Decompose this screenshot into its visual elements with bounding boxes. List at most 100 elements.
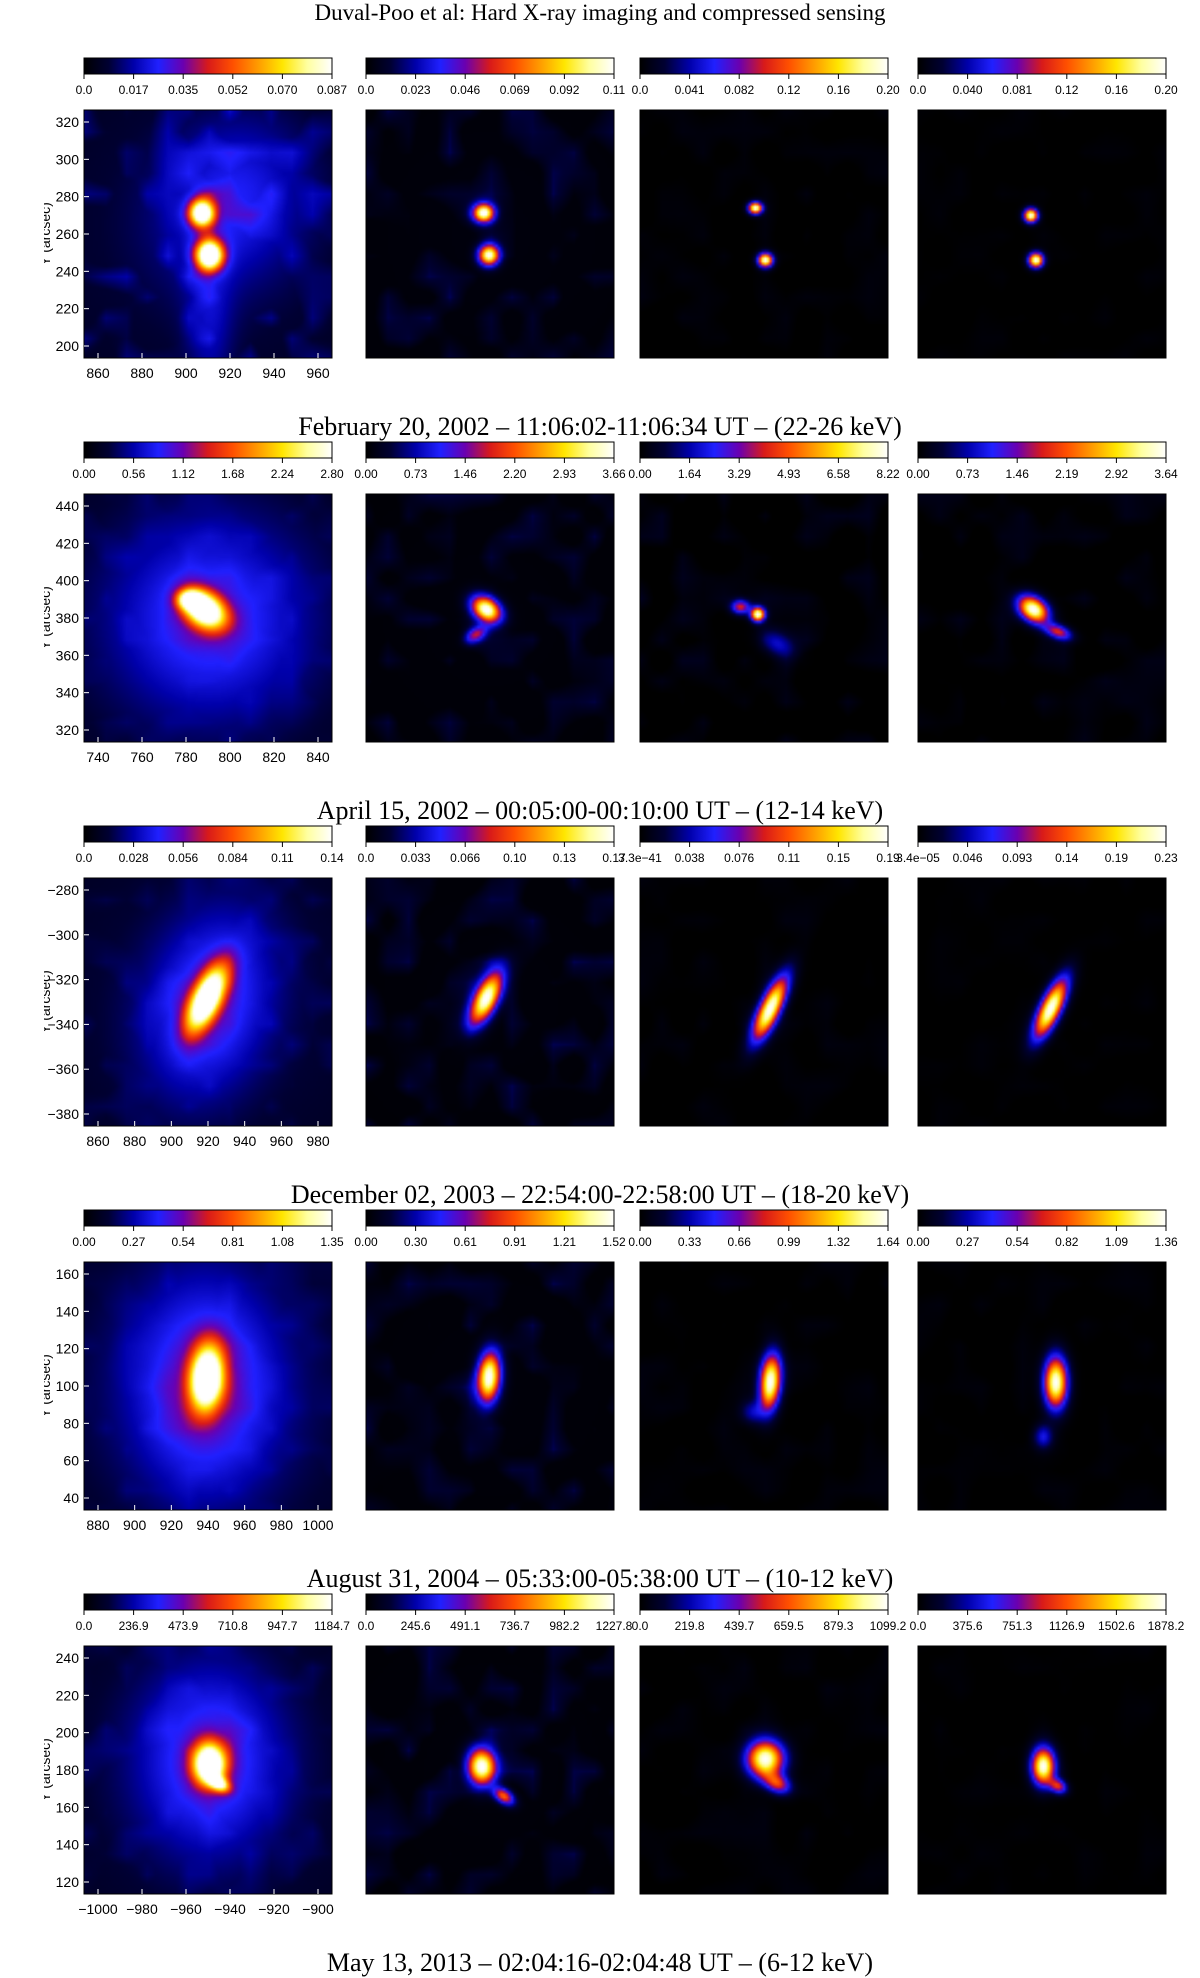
hxr-image [84, 1646, 332, 1894]
colorbar-tick-label: 3.29 [728, 467, 752, 481]
figure-row: 0.0 236.9 473.9 710.8 947.7 1184.7 240 220 200 18… [0, 1584, 1200, 1977]
panel: 0.0 0.033 0.066 0.10 0.13 0.17 [358, 825, 626, 1127]
x-tick-label: 980 [270, 1517, 294, 1533]
colorbar-tick-label: 0.00 [906, 467, 930, 481]
image-frame [365, 1645, 615, 1895]
panel: 0.00 0.33 0.66 0.99 1.32 1.64 [628, 1209, 900, 1511]
event-caption: August 31, 2004 – 05:33:00-05:38:00 UT –… [306, 1564, 894, 1593]
colorbar-tick-label: 0.23 [1154, 851, 1178, 865]
y-tick-label: 220 [56, 301, 80, 317]
y-tick-label: 340 [56, 685, 80, 701]
y-tick-label: 200 [56, 1725, 80, 1741]
x-tick-label: 940 [233, 1133, 257, 1149]
colorbar-tick-label: 879.3 [823, 1619, 853, 1633]
colorbar [83, 825, 333, 843]
colorbar-tick-label: 0.99 [777, 1235, 801, 1249]
image-frame [917, 1645, 1167, 1895]
colorbar-tick-label: 0.00 [72, 1235, 96, 1249]
colorbar-tick-label: 0.27 [122, 1235, 146, 1249]
event-caption: February 20, 2002 – 11:06:02-11:06:34 UT… [298, 412, 902, 441]
colorbar-tick-label: 0.11 [778, 851, 801, 865]
figure-row: 0.0 0.028 0.056 0.084 0.11 0.14 −280 −300 −320 −3… [0, 816, 1200, 1209]
colorbar-tick-label: 0.0 [358, 83, 375, 97]
colorbar-tick-label: 0.56 [122, 467, 146, 481]
y-axis-label: Y (arcsec) [44, 1738, 53, 1802]
panel: 0.00 0.56 1.12 1.68 2.24 2.80 440 420 400 380 360 3… [44, 441, 344, 772]
x-tick-label: 920 [196, 1133, 220, 1149]
y-tick-label: 320 [56, 722, 80, 738]
colorbar-tick-label: 1.32 [827, 1235, 851, 1249]
colorbar-tick-label: 0.0 [632, 1619, 649, 1633]
colorbar-tick-label: 0.33 [678, 1235, 702, 1249]
image-frame [917, 1261, 1167, 1511]
colorbar-tick-label: 3.64 [1154, 467, 1178, 481]
colorbar-tick-label: 0.033 [401, 851, 431, 865]
x-tick-label: −920 [258, 1901, 290, 1917]
colorbar [917, 441, 1167, 459]
x-axis-label: X (arcsec) [139, 769, 203, 772]
x-tick-label: 860 [86, 365, 110, 381]
image-frame [365, 1261, 615, 1511]
panel: 0.0 219.8 439.7 659.5 879.3 1099.2 [632, 1593, 907, 1895]
y-tick-label: 120 [56, 1874, 80, 1890]
hxr-image [918, 110, 1166, 358]
y-tick-label: 80 [63, 1415, 79, 1431]
colorbar-tick-label: 0.00 [72, 467, 96, 481]
hxr-image [84, 494, 332, 742]
panel: 0.00 0.73 1.46 2.20 2.93 3.66 [354, 441, 626, 743]
hxr-image [84, 878, 332, 1126]
x-tick-label: 960 [233, 1517, 257, 1533]
x-tick-label: −1000 [78, 1901, 118, 1917]
colorbar-tick-label: 1.36 [1154, 1235, 1178, 1249]
colorbar-tick-label: 8.22 [876, 467, 900, 481]
colorbar-tick-label: 1.46 [1006, 467, 1030, 481]
colorbar-tick-label: 0.046 [450, 83, 480, 97]
panel: 0.0 0.041 0.082 0.12 0.16 0.20 [632, 57, 900, 359]
y-axis-label: Y (arcsec) [44, 1354, 53, 1418]
colorbar [83, 441, 333, 459]
colorbar-tick-label: 0.076 [724, 851, 754, 865]
image-frame [639, 109, 889, 359]
colorbar-tick-label: 1.09 [1105, 1235, 1129, 1249]
x-tick-label: −980 [126, 1901, 158, 1917]
panel: 0.00 0.27 0.54 0.81 1.08 1.35 160 140 120 100 80 60… [44, 1209, 344, 1540]
x-tick-label: 860 [86, 1133, 110, 1149]
y-tick-label: 440 [56, 498, 80, 514]
hxr-image [366, 1262, 614, 1510]
colorbar-tick-label: 1.64 [678, 467, 702, 481]
x-axis-label: X (arcsec) [139, 1921, 203, 1924]
colorbar-tick-label: 2.80 [320, 467, 344, 481]
y-tick-label: 300 [56, 151, 80, 167]
hxr-image [366, 110, 614, 358]
x-tick-label: 880 [130, 365, 154, 381]
colorbar [365, 57, 615, 75]
colorbar-tick-label: 6.58 [827, 467, 851, 481]
y-tick-label: −320 [47, 972, 79, 988]
colorbar-tick-label: 0.73 [956, 467, 980, 481]
hxr-image [84, 1262, 332, 1510]
x-tick-label: −940 [214, 1901, 246, 1917]
colorbar-tick-label: 1.12 [172, 467, 196, 481]
y-tick-label: 180 [56, 1762, 80, 1778]
image-frame [639, 877, 889, 1127]
colorbar-tick-label: 1126.9 [1049, 1619, 1085, 1633]
colorbar-tick-label: 0.041 [675, 83, 705, 97]
page-header: Duval-Poo et al: Hard X-ray imaging and … [314, 0, 886, 25]
y-tick-label: −300 [47, 927, 79, 943]
colorbar-tick-label: 2.92 [1105, 467, 1129, 481]
hxr-image [918, 1262, 1166, 1510]
colorbar-tick-label: 2.19 [1055, 467, 1079, 481]
y-tick-label: 200 [56, 338, 80, 354]
hxr-image [366, 1646, 614, 1894]
colorbar-tick-label: 1.64 [876, 1235, 900, 1249]
hxr-image [640, 494, 888, 742]
colorbar-tick-label: 0.30 [404, 1235, 428, 1249]
y-tick-label: 160 [56, 1266, 80, 1282]
colorbar [365, 1209, 615, 1227]
colorbar-tick-label: 0.0 [358, 851, 375, 865]
panel: 0.0 236.9 473.9 710.8 947.7 1184.7 240 220 200 18… [44, 1593, 350, 1924]
colorbar-tick-label: 0.0 [632, 83, 649, 97]
colorbar-tick-label: 0.00 [354, 467, 378, 481]
hxr-image [366, 878, 614, 1126]
hxr-image [918, 1646, 1166, 1894]
